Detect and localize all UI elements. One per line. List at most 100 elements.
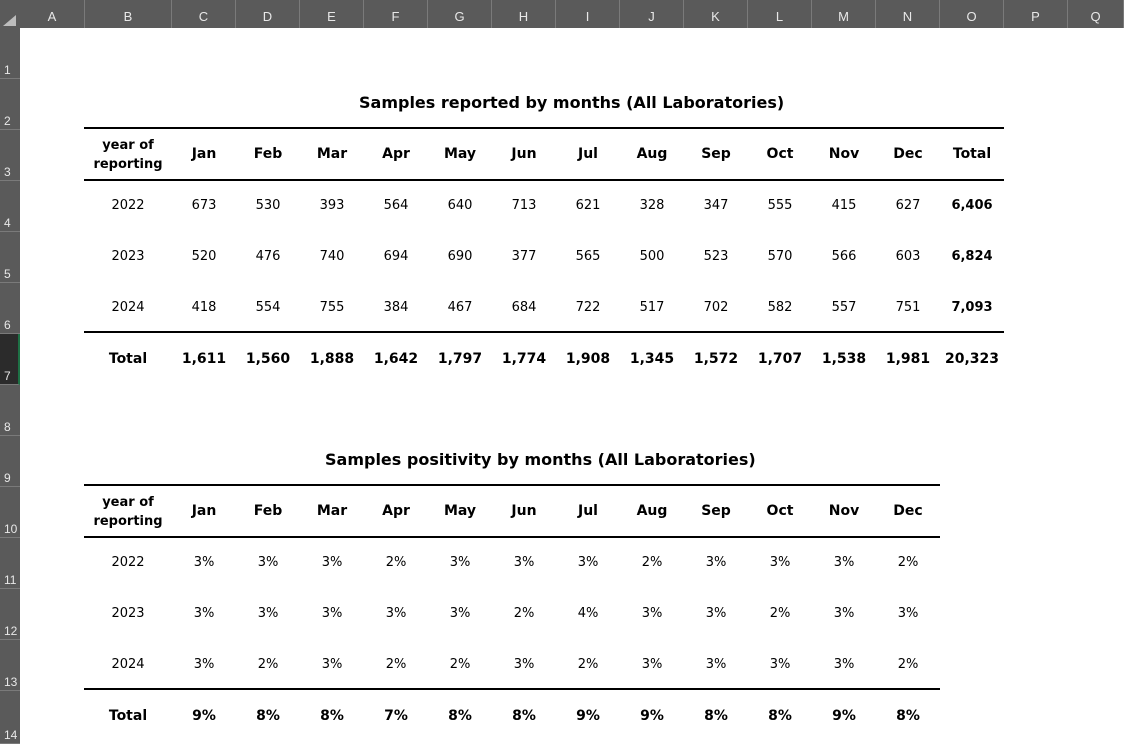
data-cell: 3% [193,606,215,621]
data-cell: 3% [321,657,343,672]
data-cell: 740 [319,249,345,264]
month-header: Feb [253,146,283,162]
select-all-corner[interactable] [0,0,20,28]
row-year: 2022 [111,555,145,570]
data-cell: 755 [319,300,345,315]
data-cell: 566 [831,249,857,264]
data-cell: 3% [769,555,791,570]
data-cell: 3% [769,657,791,672]
column-header-d[interactable]: D [236,0,300,28]
data-cell: 393 [319,198,345,213]
row-number: 10 [4,522,18,536]
row-header-12[interactable]: 12 [0,589,20,640]
row-header-1[interactable]: 1 [0,28,20,79]
column-header-b[interactable]: B [85,0,172,28]
data-cell: 3% [449,555,471,570]
data-cell: 3% [577,555,599,570]
data-cell: 3% [833,606,855,621]
data-cell: 3% [193,657,215,672]
row-number: 4 [4,216,11,230]
data-cell: 555 [767,198,793,213]
column-header-c[interactable]: C [172,0,236,28]
row-header-4[interactable]: 4 [0,181,20,232]
data-cell: 640 [447,198,473,213]
row-header-8[interactable]: 8 [0,385,20,436]
data-cell: 713 [511,198,537,213]
total-cell: 1,611 [181,351,227,367]
data-cell: 673 [191,198,217,213]
total-cell: 1,642 [373,351,419,367]
data-cell: 690 [447,249,473,264]
total-cell: 1,981 [885,351,931,367]
column-header-e[interactable]: E [300,0,364,28]
data-cell: 3% [321,606,343,621]
month-header: Jun [511,503,537,519]
total-cell: 1,888 [309,351,355,367]
month-header: Dec [893,146,923,162]
data-cell: 517 [639,300,665,315]
data-cell: 2% [897,555,919,570]
data-cell: 3% [897,606,919,621]
total-cell: 8% [256,708,280,724]
data-cell: 347 [703,198,729,213]
row-header-7[interactable]: 7 [0,334,20,385]
column-header-l[interactable]: L [748,0,812,28]
row-header-5[interactable]: 5 [0,232,20,283]
data-cell: 523 [703,249,729,264]
row-number: 9 [4,471,11,485]
row-year: 2024 [111,300,145,315]
data-cell: 3% [641,606,663,621]
data-cell: 520 [191,249,217,264]
month-header: Apr [382,146,410,162]
column-header-a[interactable]: A [20,0,85,28]
worksheet-grid[interactable]: Samples reported by months (All Laborato… [20,28,1124,744]
data-cell: 557 [831,300,857,315]
column-header-o[interactable]: O [940,0,1004,28]
column-header-n[interactable]: N [876,0,940,28]
data-cell: 3% [193,555,215,570]
row-number: 3 [4,165,11,179]
row-header-2[interactable]: 2 [0,79,20,130]
total-cell: 9% [640,708,664,724]
data-cell: 570 [767,249,793,264]
month-header: Dec [893,503,923,519]
column-header-p[interactable]: P [1004,0,1068,28]
column-header-m[interactable]: M [812,0,876,28]
month-header: May [443,146,477,162]
column-header-f[interactable]: F [364,0,428,28]
month-header: Oct [766,146,794,162]
row-year: 2023 [111,249,145,264]
data-cell: 2% [385,555,407,570]
data-cell: 3% [321,555,343,570]
data-cell: 702 [703,300,729,315]
data-cell: 565 [575,249,601,264]
column-header-h[interactable]: H [492,0,556,28]
row-number: 5 [4,267,11,281]
row-header-11[interactable]: 11 [0,538,20,589]
column-header-k[interactable]: K [684,0,748,28]
row-number: 13 [4,675,18,689]
data-cell: 377 [511,249,537,264]
column-header-j[interactable]: J [620,0,684,28]
month-header: Jul [578,146,598,162]
table-title: Samples positivity by months (All Labora… [325,450,756,469]
row-header-10[interactable]: 10 [0,487,20,538]
year-header-line2: reporting [93,514,163,529]
year-header: year of reporting [93,136,162,174]
row-header-6[interactable]: 6 [0,283,20,334]
column-header-i[interactable]: I [556,0,620,28]
data-cell: 3% [705,657,727,672]
data-cell: 621 [575,198,601,213]
data-cell: 751 [895,300,921,315]
data-cell: 694 [383,249,409,264]
total-cell: 1,538 [821,351,867,367]
row-header-9[interactable]: 9 [0,436,20,487]
row-number: 6 [4,318,11,332]
row-header-13[interactable]: 13 [0,640,20,691]
year-header-line1: year of [102,138,154,153]
row-header-14[interactable]: 14 [0,691,20,744]
column-header-g[interactable]: G [428,0,492,28]
row-header-3[interactable]: 3 [0,130,20,181]
row-number: 7 [4,369,11,383]
column-header-q[interactable]: Q [1068,0,1124,28]
